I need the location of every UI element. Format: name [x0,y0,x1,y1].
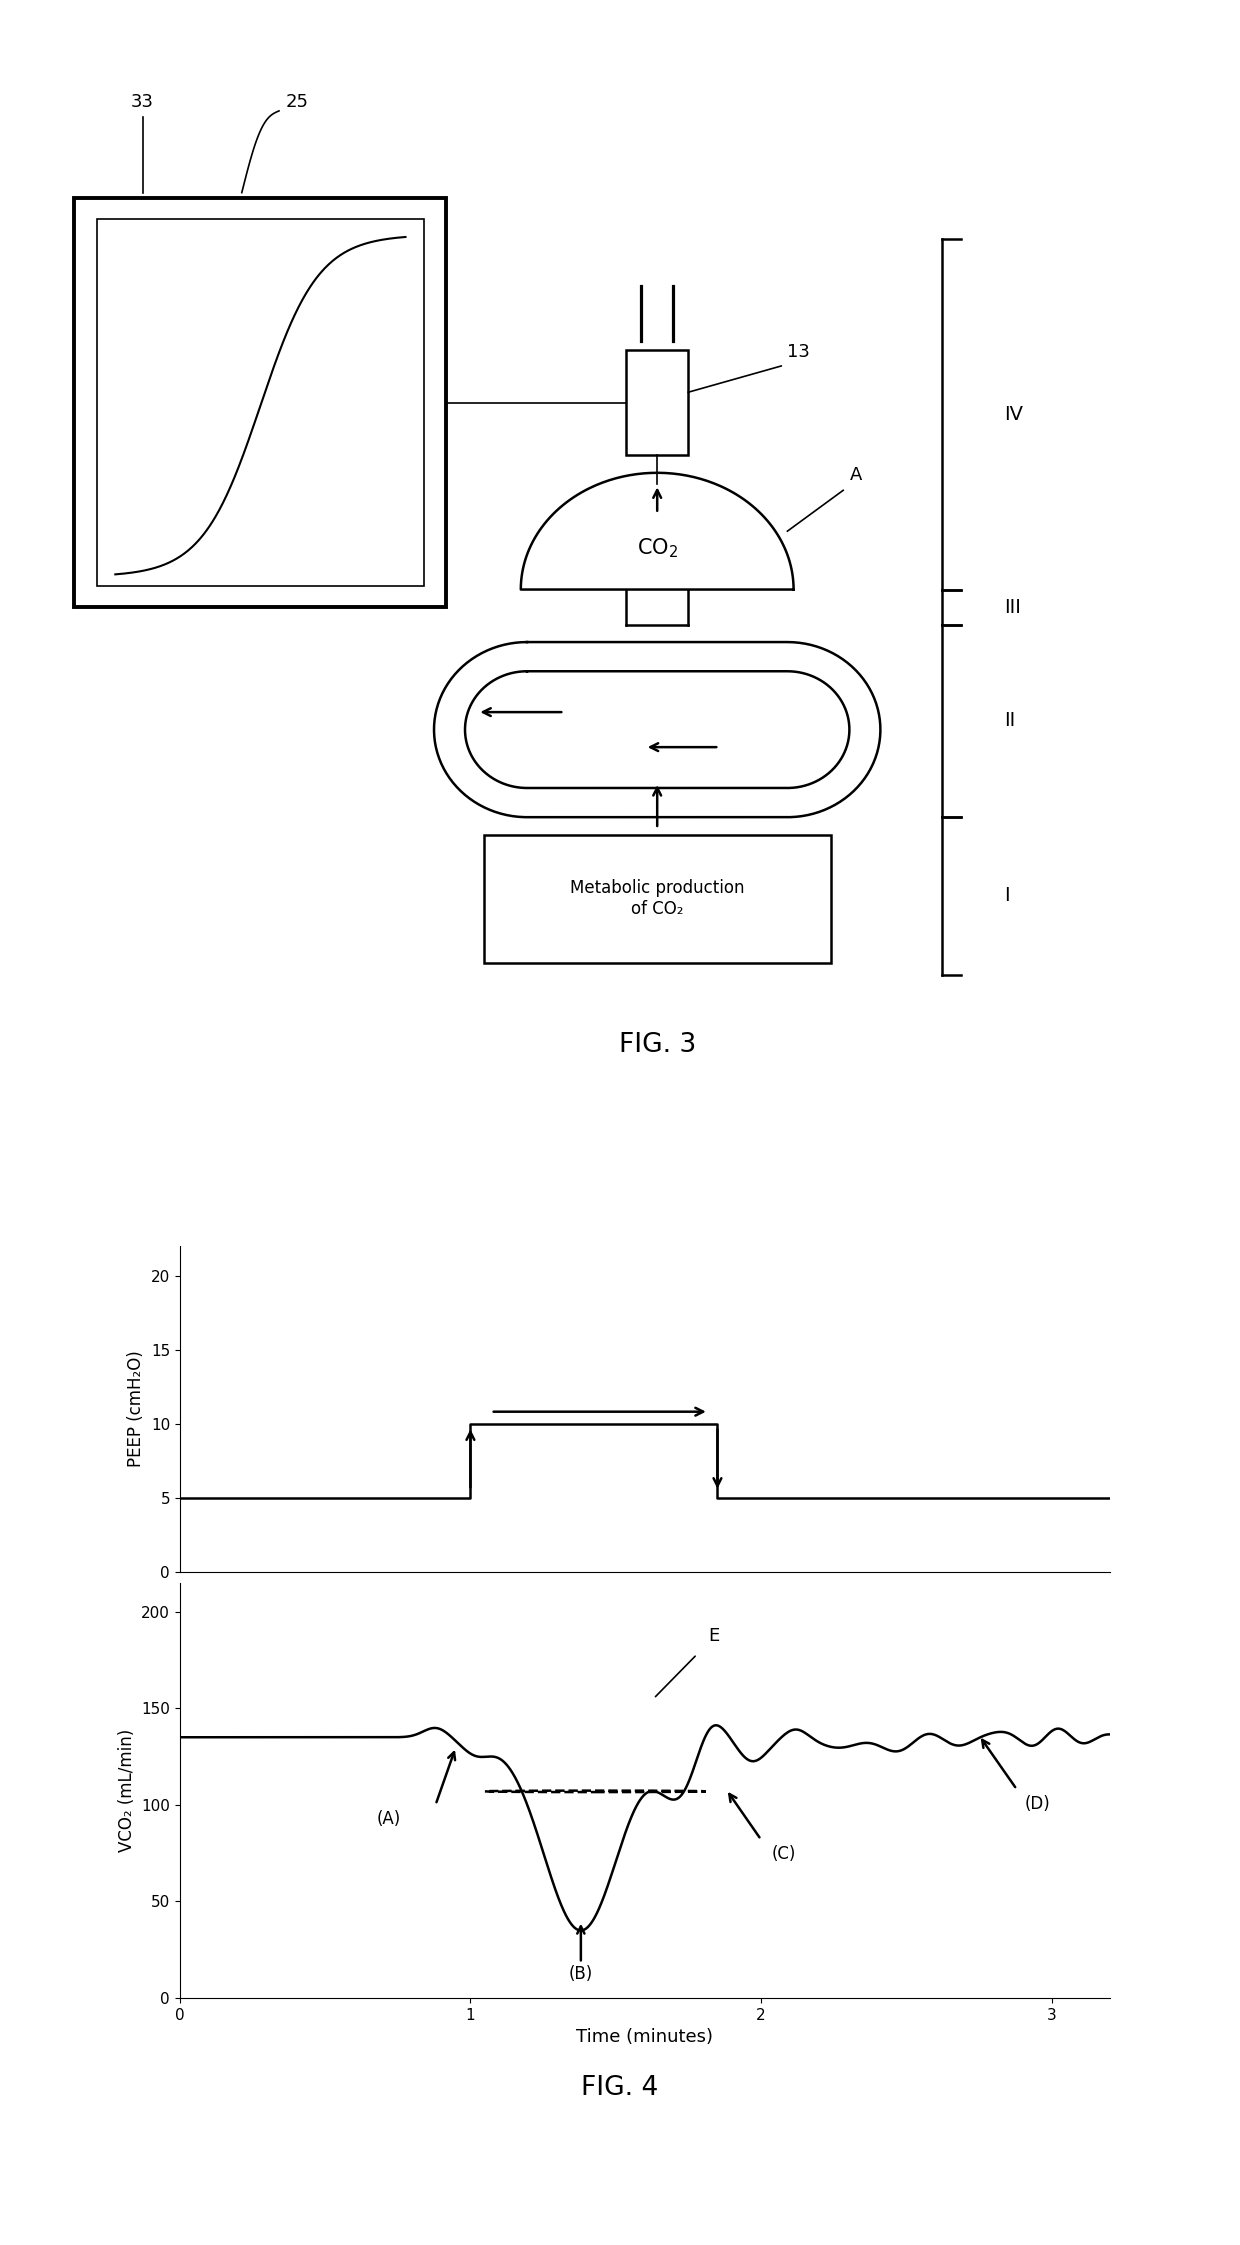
Text: FIG. 3: FIG. 3 [619,1033,696,1057]
Bar [626,350,688,456]
Text: E: E [709,1628,720,1646]
Text: CO$_2$: CO$_2$ [636,537,678,561]
X-axis label: Time (minutes): Time (minutes) [577,2027,713,2047]
Text: I: I [1004,887,1011,905]
Text: (B): (B) [569,1964,593,1982]
Text: IV: IV [1004,404,1023,424]
Text: III: III [1004,597,1022,617]
Text: 25: 25 [285,92,309,110]
Text: FIG. 4: FIG. 4 [582,2074,658,2101]
Bar [484,835,831,963]
Text: Metabolic production
of CO₂: Metabolic production of CO₂ [570,880,744,918]
Y-axis label: PEEP (cmH₂O): PEEP (cmH₂O) [128,1349,145,1468]
Bar [97,220,424,586]
Text: A: A [849,467,862,485]
Text: 13: 13 [787,343,810,361]
Text: II: II [1004,712,1016,730]
Y-axis label: VCO₂ (mL/min): VCO₂ (mL/min) [118,1729,135,1852]
Text: (A): (A) [377,1809,402,1827]
Text: 33: 33 [131,92,154,110]
Text: (C): (C) [773,1845,796,1863]
Bar [74,198,446,606]
Text: (D): (D) [1024,1794,1050,1812]
